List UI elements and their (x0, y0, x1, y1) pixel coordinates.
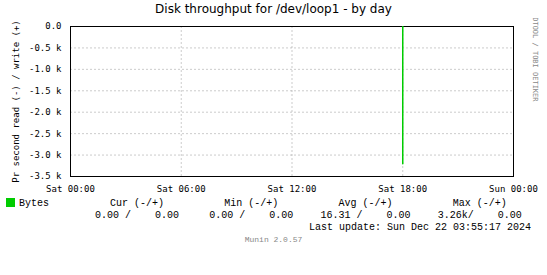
html-text:Munin 2.0.57: Munin 2.0.57 (244, 235, 303, 244)
svg-text:-2.0 k: -2.0 k (29, 107, 62, 117)
html-text:Max (-/+): Max (-/+) (452, 198, 507, 209)
svg-text:-2.5 k: -2.5 k (29, 129, 62, 139)
html-text:Min (-/+): Min (-/+) (224, 198, 279, 209)
svg-text:Sat 06:00: Sat 06:00 (157, 184, 206, 194)
svg-text:0.0: 0.0 (45, 21, 61, 31)
html-text:Disk throughput for /dev/loop1: Disk throughput for /dev/loop1 - by day (155, 2, 392, 16)
html-text:3.26k/ 0.00: 3.26k/ 0.00 (437, 210, 522, 221)
html-text:Avg (-/+): Avg (-/+) (338, 198, 393, 209)
html-text:Last update: Sun Dec 22 03:55:: Last update: Sun Dec 22 03:55:17 2024 (309, 222, 531, 233)
svg-text:-1.0 k: -1.0 k (29, 64, 62, 74)
html-text:0.00 / 0.00: 0.00 / 0.00 (95, 210, 180, 221)
svg-text:Sat 18:00: Sat 18:00 (378, 184, 427, 194)
html-text:16.31 / 0.00: 16.31 / 0.00 (320, 210, 411, 221)
svg-text:-3.0 k: -3.0 k (29, 150, 62, 160)
svg-text:-3.5 k: -3.5 k (29, 171, 62, 181)
svg-text:RRDTOOL / TOBI OETIKER: RRDTOOL / TOBI OETIKER (531, 18, 539, 102)
svg-text:Pr second read (-) / write (+): Pr second read (-) / write (+) (11, 20, 21, 183)
svg-text:Sat 00:00: Sat 00:00 (46, 184, 95, 194)
html-text:0.00 / 0.00: 0.00 / 0.00 (209, 210, 294, 221)
svg-text:Sat 12:00: Sat 12:00 (268, 184, 317, 194)
html-text:Cur (-/+): Cur (-/+) (110, 198, 165, 209)
html-text:Bytes: Bytes (19, 198, 49, 209)
svg-text:-0.5 k: -0.5 k (29, 43, 62, 53)
svg-text:Sun 00:00: Sun 00:00 (489, 184, 538, 194)
svg-text:-1.5 k: -1.5 k (29, 86, 62, 96)
